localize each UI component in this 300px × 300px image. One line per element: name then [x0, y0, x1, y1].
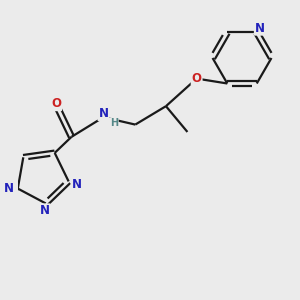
Text: N: N [255, 22, 265, 35]
Text: O: O [192, 72, 202, 85]
Text: H: H [110, 118, 118, 128]
Text: N: N [72, 178, 82, 191]
Text: N: N [98, 107, 108, 120]
Text: O: O [51, 97, 61, 110]
Text: N: N [4, 182, 14, 195]
Text: N: N [40, 204, 50, 217]
